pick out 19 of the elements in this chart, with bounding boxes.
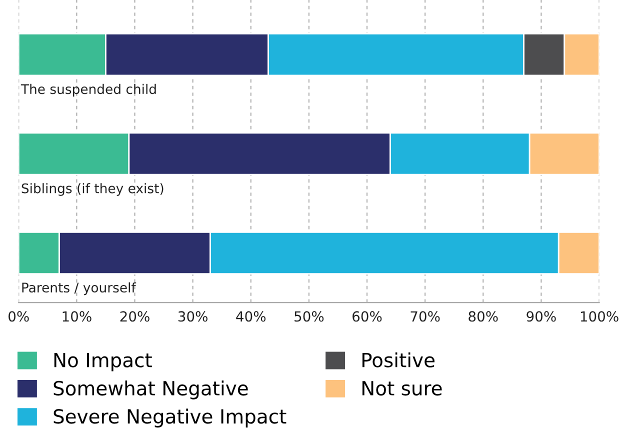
x-tick-label: 90%	[526, 311, 556, 322]
y-tick-label: Siblings (if they exist)	[22, 183, 164, 196]
x-tick-label: 10%	[62, 311, 92, 322]
x-tick-label: 30%	[178, 311, 208, 322]
x-tick-label: 100%	[580, 311, 618, 322]
x-tick-label: 70%	[410, 311, 440, 322]
x-tick-label: 20%	[120, 311, 150, 322]
x-tick-label: 40%	[236, 311, 266, 322]
x-tick-label: 50%	[294, 311, 324, 322]
legend-label: Somewhat Negative	[54, 380, 248, 400]
x-tick-label: 80%	[468, 311, 498, 322]
y-tick-label: Parents / yourself	[22, 282, 136, 296]
legend-label: No Impact	[54, 352, 152, 372]
x-tick-label: 60%	[352, 311, 382, 322]
legend-label: Positive	[362, 352, 434, 368]
legend-label: Severe Negative Impact	[54, 408, 286, 428]
x-tick-label: 0%	[8, 311, 29, 322]
y-tick-label: The suspended child	[20, 84, 156, 97]
legend-label: Not sure	[362, 381, 442, 396]
